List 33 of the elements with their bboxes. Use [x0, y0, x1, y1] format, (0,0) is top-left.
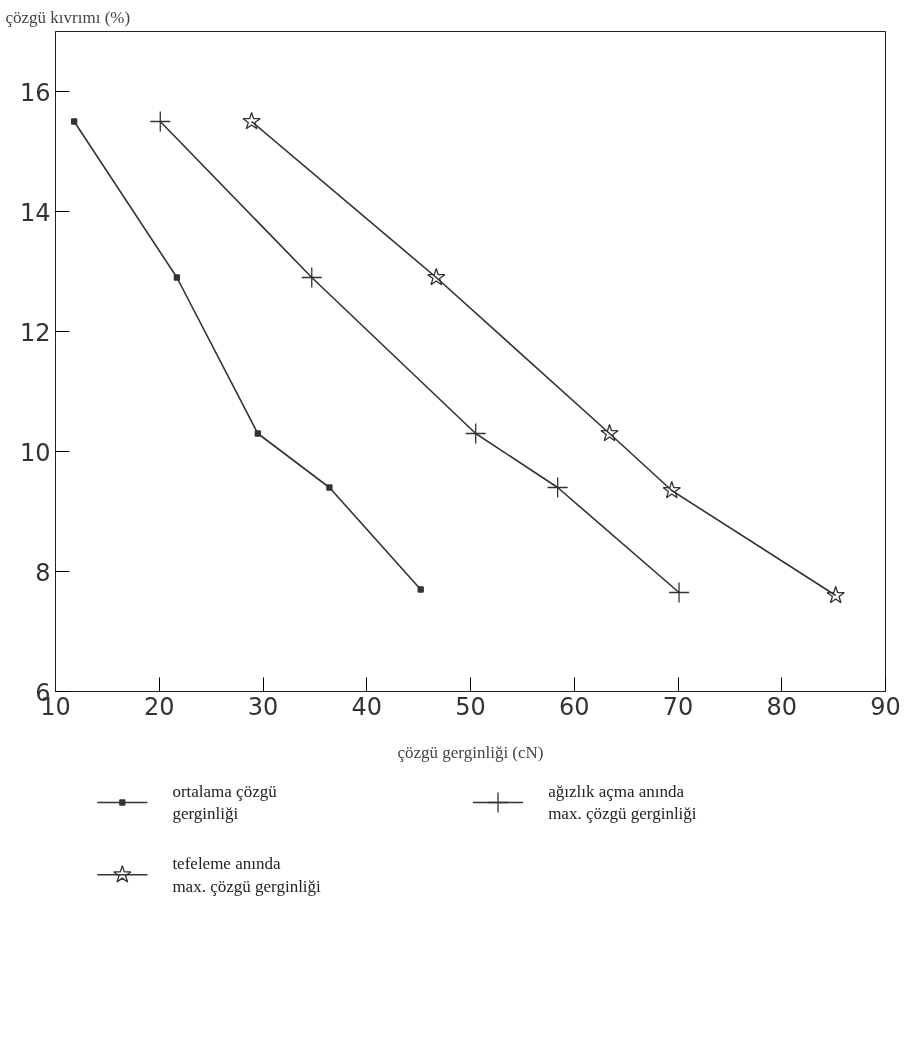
x-tick-label: 20 — [143, 692, 175, 721]
point — [668, 581, 690, 604]
point — [242, 111, 261, 130]
point — [427, 267, 446, 286]
legend-label: tefeleme anında max. çözgü gerginliği — [172, 853, 322, 896]
point — [173, 274, 181, 281]
y-tick-label: 8 — [35, 558, 51, 587]
y-axis-title: çözgü kıvrımı (%) — [5, 7, 131, 27]
x-tick-label: 60 — [558, 692, 590, 721]
x-tick-label: 90 — [870, 692, 901, 721]
y-tick-label: 14 — [19, 198, 51, 227]
y-tick-label: 12 — [19, 318, 51, 347]
legend-label: ortalama çözgü gerginliği — [172, 781, 278, 824]
point — [600, 423, 619, 442]
point — [149, 110, 171, 133]
point — [417, 586, 424, 593]
point — [301, 266, 323, 289]
point — [71, 118, 78, 125]
point — [826, 585, 845, 604]
point — [662, 480, 681, 499]
x-tick-label: 40 — [351, 692, 383, 721]
x-axis-title: çözgü gerginliği (cN) — [397, 742, 544, 762]
point — [326, 484, 333, 491]
point — [465, 422, 487, 445]
x-tick-label: 50 — [455, 692, 486, 721]
x-tick-label: 70 — [662, 692, 694, 721]
legend-label: ağızlık açma anında max. çözgü gerginliği — [548, 781, 697, 824]
point — [547, 476, 569, 499]
y-tick-label: 10 — [19, 438, 51, 467]
y-tick-label: 16 — [19, 78, 51, 107]
x-tick-label: 30 — [247, 692, 279, 721]
point — [254, 430, 261, 437]
x-tick-label: 80 — [766, 692, 798, 721]
